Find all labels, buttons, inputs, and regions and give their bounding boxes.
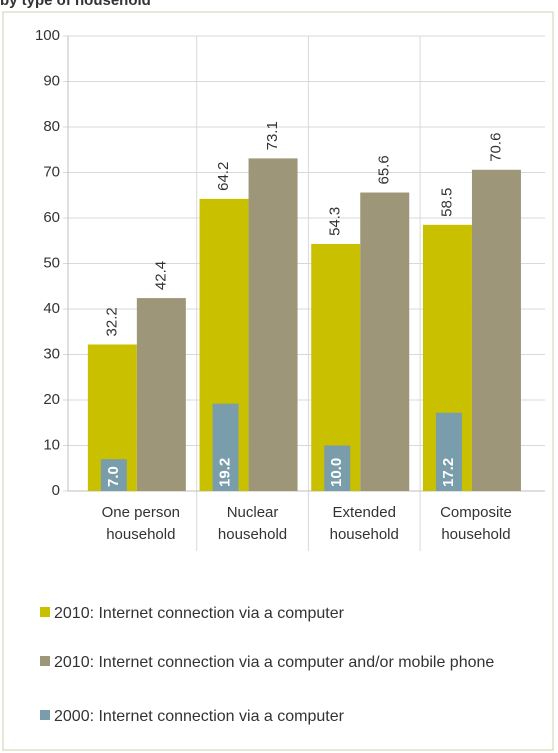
y-tick-label: 20: [43, 391, 60, 408]
data-label: 17.2: [440, 458, 457, 487]
data-label: 54.3: [327, 207, 344, 236]
bar: [471, 169, 521, 491]
x-tick-label: household: [441, 526, 510, 543]
chart-title: by type of household: [0, 0, 151, 9]
y-tick-label: 10: [43, 436, 60, 453]
bar: [100, 459, 127, 491]
data-label: 58.5: [438, 188, 455, 217]
y-tick-label: 30: [43, 345, 60, 362]
legend-label: 2010: Internet connection via a computer…: [54, 654, 495, 671]
x-tick-label: One person: [102, 504, 180, 521]
data-label: 19.2: [217, 458, 234, 487]
data-label: 73.1: [264, 121, 281, 150]
y-tick-label: 60: [43, 209, 60, 226]
data-label: 7.0: [105, 466, 122, 487]
legend-label: 2010: Internet connection via a computer: [54, 605, 344, 622]
y-tick-label: 100: [35, 27, 60, 44]
legend-item: 2000: Internet connection via a computer: [40, 704, 558, 730]
x-tick-label: Extended: [333, 504, 396, 521]
x-tick-label: household: [106, 526, 175, 543]
data-label: 32.2: [103, 307, 120, 336]
bar: [324, 445, 351, 491]
legend-label: 2000: Internet connection via a computer: [54, 708, 344, 725]
bar: [435, 412, 462, 491]
y-tick-label: 90: [43, 72, 60, 89]
y-tick-label: 40: [43, 300, 60, 317]
x-tick-label: household: [218, 526, 287, 543]
y-tick-label: 0: [52, 482, 60, 499]
y-tick-label: 80: [43, 118, 60, 135]
bar: [136, 298, 186, 491]
legend-swatch: [40, 656, 50, 666]
data-label: 10.0: [328, 458, 345, 487]
x-tick-label: household: [330, 526, 399, 543]
chart-frame: [2, 11, 554, 751]
y-tick-label: 50: [43, 254, 60, 271]
bar: [212, 403, 239, 491]
legend-item: 2010: Internet connection via a computer: [40, 601, 558, 627]
bar: [360, 192, 410, 491]
legend-swatch: [40, 607, 50, 617]
data-label: 65.6: [376, 155, 393, 184]
bar: [248, 158, 298, 491]
legend-item: 2010: Internet connection via a computer…: [40, 650, 558, 676]
y-tick-label: 70: [43, 163, 60, 180]
x-tick-label: Composite: [440, 504, 512, 521]
x-tick-label: Nuclear: [227, 504, 279, 521]
data-label: 42.4: [152, 261, 169, 290]
legend-swatch: [40, 710, 50, 720]
data-label: 64.2: [215, 162, 232, 191]
data-label: 70.6: [487, 133, 504, 162]
